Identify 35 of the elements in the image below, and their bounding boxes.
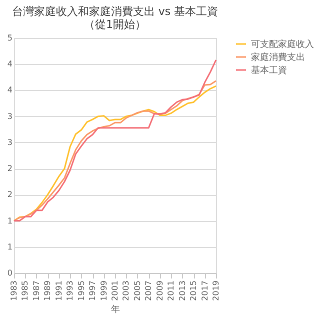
x-tick-label: 2019 bbox=[212, 280, 220, 301]
x-tick-label: 1985 bbox=[20, 280, 30, 301]
legend-label: 可支配家庭收入 bbox=[251, 39, 314, 50]
x-tick-label: 1993 bbox=[66, 280, 75, 301]
x-tick-label: 2011 bbox=[166, 280, 176, 301]
y-tick-label: 3 bbox=[7, 138, 12, 147]
y-tick-label: 1 bbox=[7, 216, 12, 226]
x-tick-label: 2017 bbox=[200, 280, 210, 301]
x-tick-label: 1999 bbox=[99, 280, 108, 301]
x-tick-label: 2013 bbox=[178, 280, 187, 301]
x-tick-label: 1987 bbox=[32, 280, 41, 301]
y-tick-label: 5 bbox=[7, 34, 12, 42]
text: 台灣家庭收入和家庭消費支出 vs 基本工資 bbox=[12, 5, 218, 18]
legend-label: 基本工資 bbox=[251, 65, 287, 76]
y-tick-label: 4 bbox=[7, 86, 12, 95]
y-tick-label: 0 bbox=[7, 268, 12, 278]
y-tick-label: 1 bbox=[7, 242, 12, 252]
x-tick-label: 1989 bbox=[43, 280, 52, 301]
text: （從1開始） bbox=[84, 18, 146, 31]
y-tick-label: 3 bbox=[7, 112, 12, 121]
y-tick-label: 2 bbox=[7, 190, 12, 200]
x-tick-label: 1995 bbox=[76, 280, 86, 301]
x-tick-label: 2001 bbox=[110, 280, 120, 301]
x-tick-label: 1991 bbox=[54, 280, 64, 301]
x-tick-label: 2003 bbox=[122, 280, 131, 301]
x-tick-label: 1997 bbox=[88, 280, 98, 301]
y-tick-label: 2 bbox=[7, 164, 12, 174]
x-axis-title: 年 bbox=[111, 304, 120, 315]
x-tick-label: 2009 bbox=[155, 280, 164, 301]
x-tick-label: 1983 bbox=[10, 280, 18, 301]
x-tick-label: 2015 bbox=[189, 280, 198, 301]
y-tick-label: 4 bbox=[7, 60, 12, 69]
legend-label: 家庭消費支出 bbox=[251, 52, 305, 63]
x-tick-label: 2005 bbox=[132, 280, 142, 301]
x-tick-label: 2007 bbox=[144, 280, 154, 301]
